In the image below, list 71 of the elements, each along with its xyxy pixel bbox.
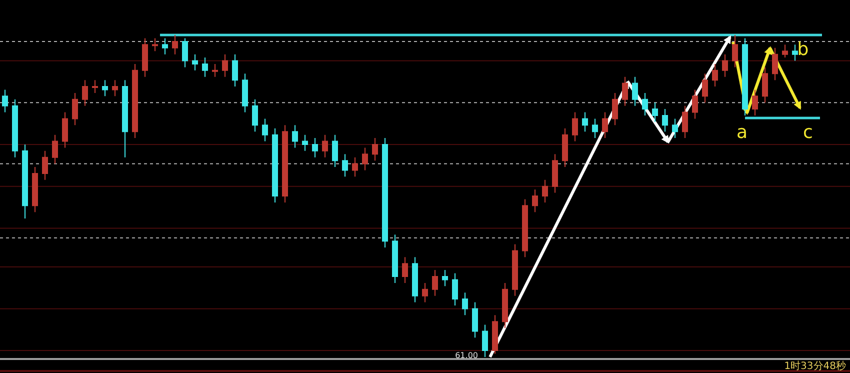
annotation: 61.00 [455, 351, 478, 360]
candlestick [372, 138, 378, 162]
candlestick [312, 138, 318, 158]
candlestick [392, 234, 398, 284]
candlestick [692, 89, 698, 120]
candlestick [272, 128, 278, 203]
candlestick [172, 34, 178, 55]
candlestick [482, 324, 488, 358]
candlestick [72, 92, 78, 126]
candlestick [52, 134, 58, 164]
candlestick [162, 38, 168, 55]
candlestick [342, 154, 348, 178]
annotation: b [797, 39, 809, 60]
candlestick [322, 134, 328, 158]
candlestick [462, 292, 468, 316]
candlestick [12, 98, 18, 158]
text: 1时33分48秒 [784, 360, 846, 372]
candlestick [742, 38, 748, 116]
candlestick [402, 256, 408, 284]
candlestick [112, 80, 118, 97]
candlestick [382, 138, 388, 248]
candlestick [32, 166, 38, 213]
candlestick [102, 80, 108, 97]
candlestick [132, 63, 138, 139]
candlestick [232, 54, 238, 88]
candlestick [772, 47, 778, 81]
candlestick [642, 92, 648, 116]
candlestick [362, 147, 368, 171]
candlestick [722, 54, 728, 78]
candlestick [662, 108, 668, 132]
candlestick [22, 144, 28, 220]
candlestick [262, 118, 268, 142]
candlestick [712, 63, 718, 88]
candlestick [672, 118, 678, 139]
candlestick [242, 73, 248, 113]
candlestick [752, 89, 758, 116]
candlestick [732, 34, 738, 68]
candlestick [762, 66, 768, 104]
candlestick [352, 156, 358, 178]
candlestick [62, 112, 68, 148]
candlestick [212, 63, 218, 78]
candlestick [432, 270, 438, 296]
candlestick [702, 73, 708, 104]
candlestick [302, 134, 308, 152]
text: c [803, 122, 813, 143]
candlestick [202, 57, 208, 78]
candlestick [192, 54, 198, 71]
candlestick [682, 105, 688, 139]
candlestick [42, 150, 48, 180]
candlestick [412, 256, 418, 303]
candlestick [442, 270, 448, 287]
candlestick [142, 38, 148, 78]
candlestick [252, 98, 258, 132]
candlestick [652, 102, 658, 122]
candlestick [152, 38, 158, 52]
candlestick [472, 302, 478, 338]
candlestick [332, 134, 338, 168]
candlestick [452, 272, 458, 306]
candlestick [222, 54, 228, 78]
candlestick [422, 282, 428, 303]
candlestick [182, 38, 188, 68]
candlestick [82, 80, 88, 106]
candlestick [792, 44, 798, 62]
candlestick [2, 89, 8, 113]
candlestick [282, 124, 288, 203]
candlestick [782, 44, 788, 58]
candlestick [122, 80, 128, 158]
candlestick [292, 124, 298, 148]
annotation: a [736, 122, 748, 143]
candlestick [92, 80, 98, 94]
candlestick [632, 76, 638, 106]
